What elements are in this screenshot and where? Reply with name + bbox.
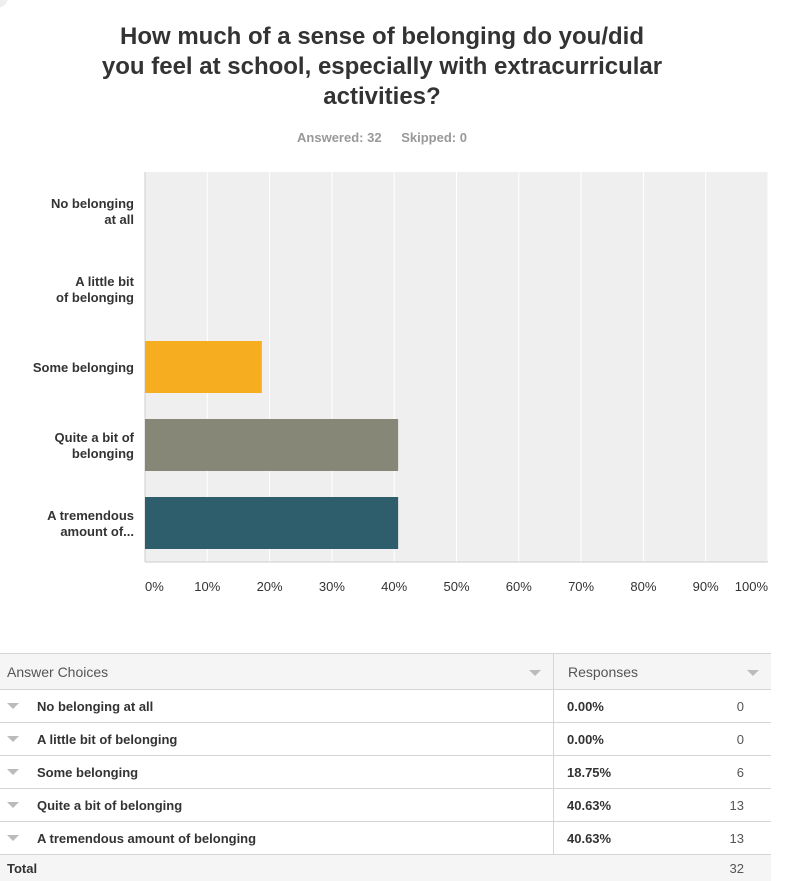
row-caret-icon[interactable] <box>7 802 19 808</box>
bar-chart: No belonging at all A little bit of belongi… <box>33 172 769 594</box>
bar <box>145 341 262 393</box>
tick-label: 30% <box>319 579 345 594</box>
responses-header-label: Responses <box>568 663 639 680</box>
tick-label: 90% <box>693 579 719 594</box>
total-row: Total 32 <box>0 854 771 881</box>
row-caret-icon[interactable] <box>7 703 19 709</box>
skipped-count: Skipped: 0 <box>401 130 467 145</box>
tick-label: 20% <box>257 579 283 594</box>
corner-decoration <box>0 0 8 8</box>
answer-choice: No belonging at all <box>37 698 154 714</box>
response-percent: 40.63% <box>553 788 647 822</box>
tick-label: 0% <box>145 579 164 594</box>
category-label: Some belonging <box>33 360 134 375</box>
table-row: A little bit of belonging 0.00% 0 <box>0 722 771 756</box>
response-stats: Answered: 32 Skipped: 0 <box>0 130 764 145</box>
sort-caret-icon[interactable] <box>747 669 759 676</box>
table-header: Answer Choices Responses <box>0 653 771 690</box>
response-percent: 0.00% <box>553 722 647 756</box>
tick-label: 70% <box>568 579 594 594</box>
tick-label: 10% <box>194 579 220 594</box>
answer-choices-header-label: Answer Choices <box>7 663 109 680</box>
category-label: No belonging at all <box>51 196 134 227</box>
question-title: How much of a sense of belonging do you/… <box>101 23 663 110</box>
tick-label: 40% <box>381 579 407 594</box>
response-count: 0 <box>647 689 771 723</box>
table-row: A tremendous amount of belonging 40.63% … <box>0 821 771 855</box>
answered-count: Answered: 32 <box>297 130 382 145</box>
row-caret-icon[interactable] <box>7 835 19 841</box>
answer-choice: A little bit of belonging <box>37 731 178 747</box>
sort-caret-icon[interactable] <box>529 669 541 676</box>
response-percent: 40.63% <box>553 821 647 855</box>
responses-table: Answer Choices Responses No belonging at… <box>0 653 771 881</box>
bar <box>145 419 399 471</box>
row-caret-icon[interactable] <box>7 769 19 775</box>
answer-choice: Some belonging <box>37 764 139 780</box>
tick-label: 50% <box>443 579 469 594</box>
tick-label: 80% <box>630 579 656 594</box>
total-label: Total <box>0 854 554 881</box>
category-label: Quite a bit of belonging <box>55 430 135 461</box>
total-count: 32 <box>647 854 771 881</box>
response-count: 13 <box>647 788 771 822</box>
category-label: A little bit of belonging <box>56 274 135 305</box>
table-row: Quite a bit of belonging 40.63% 13 <box>0 788 771 822</box>
answer-choices-header[interactable]: Answer Choices <box>0 653 554 690</box>
response-count: 6 <box>647 755 771 789</box>
responses-header[interactable]: Responses <box>553 653 771 690</box>
response-count: 13 <box>647 821 771 855</box>
row-caret-icon[interactable] <box>7 736 19 742</box>
answer-choice: Quite a bit of belonging <box>37 797 183 813</box>
bar <box>145 497 399 549</box>
table-row: Some belonging 18.75% 6 <box>0 755 771 789</box>
answer-choice: A tremendous amount of belonging <box>37 830 257 846</box>
tick-label: 100% <box>735 579 769 594</box>
category-label: A tremendous amount of... <box>47 508 134 539</box>
table-row: No belonging at all 0.00% 0 <box>0 689 771 723</box>
tick-label: 60% <box>506 579 532 594</box>
response-percent: 0.00% <box>553 689 647 723</box>
response-count: 0 <box>647 722 771 756</box>
response-percent: 18.75% <box>553 755 647 789</box>
